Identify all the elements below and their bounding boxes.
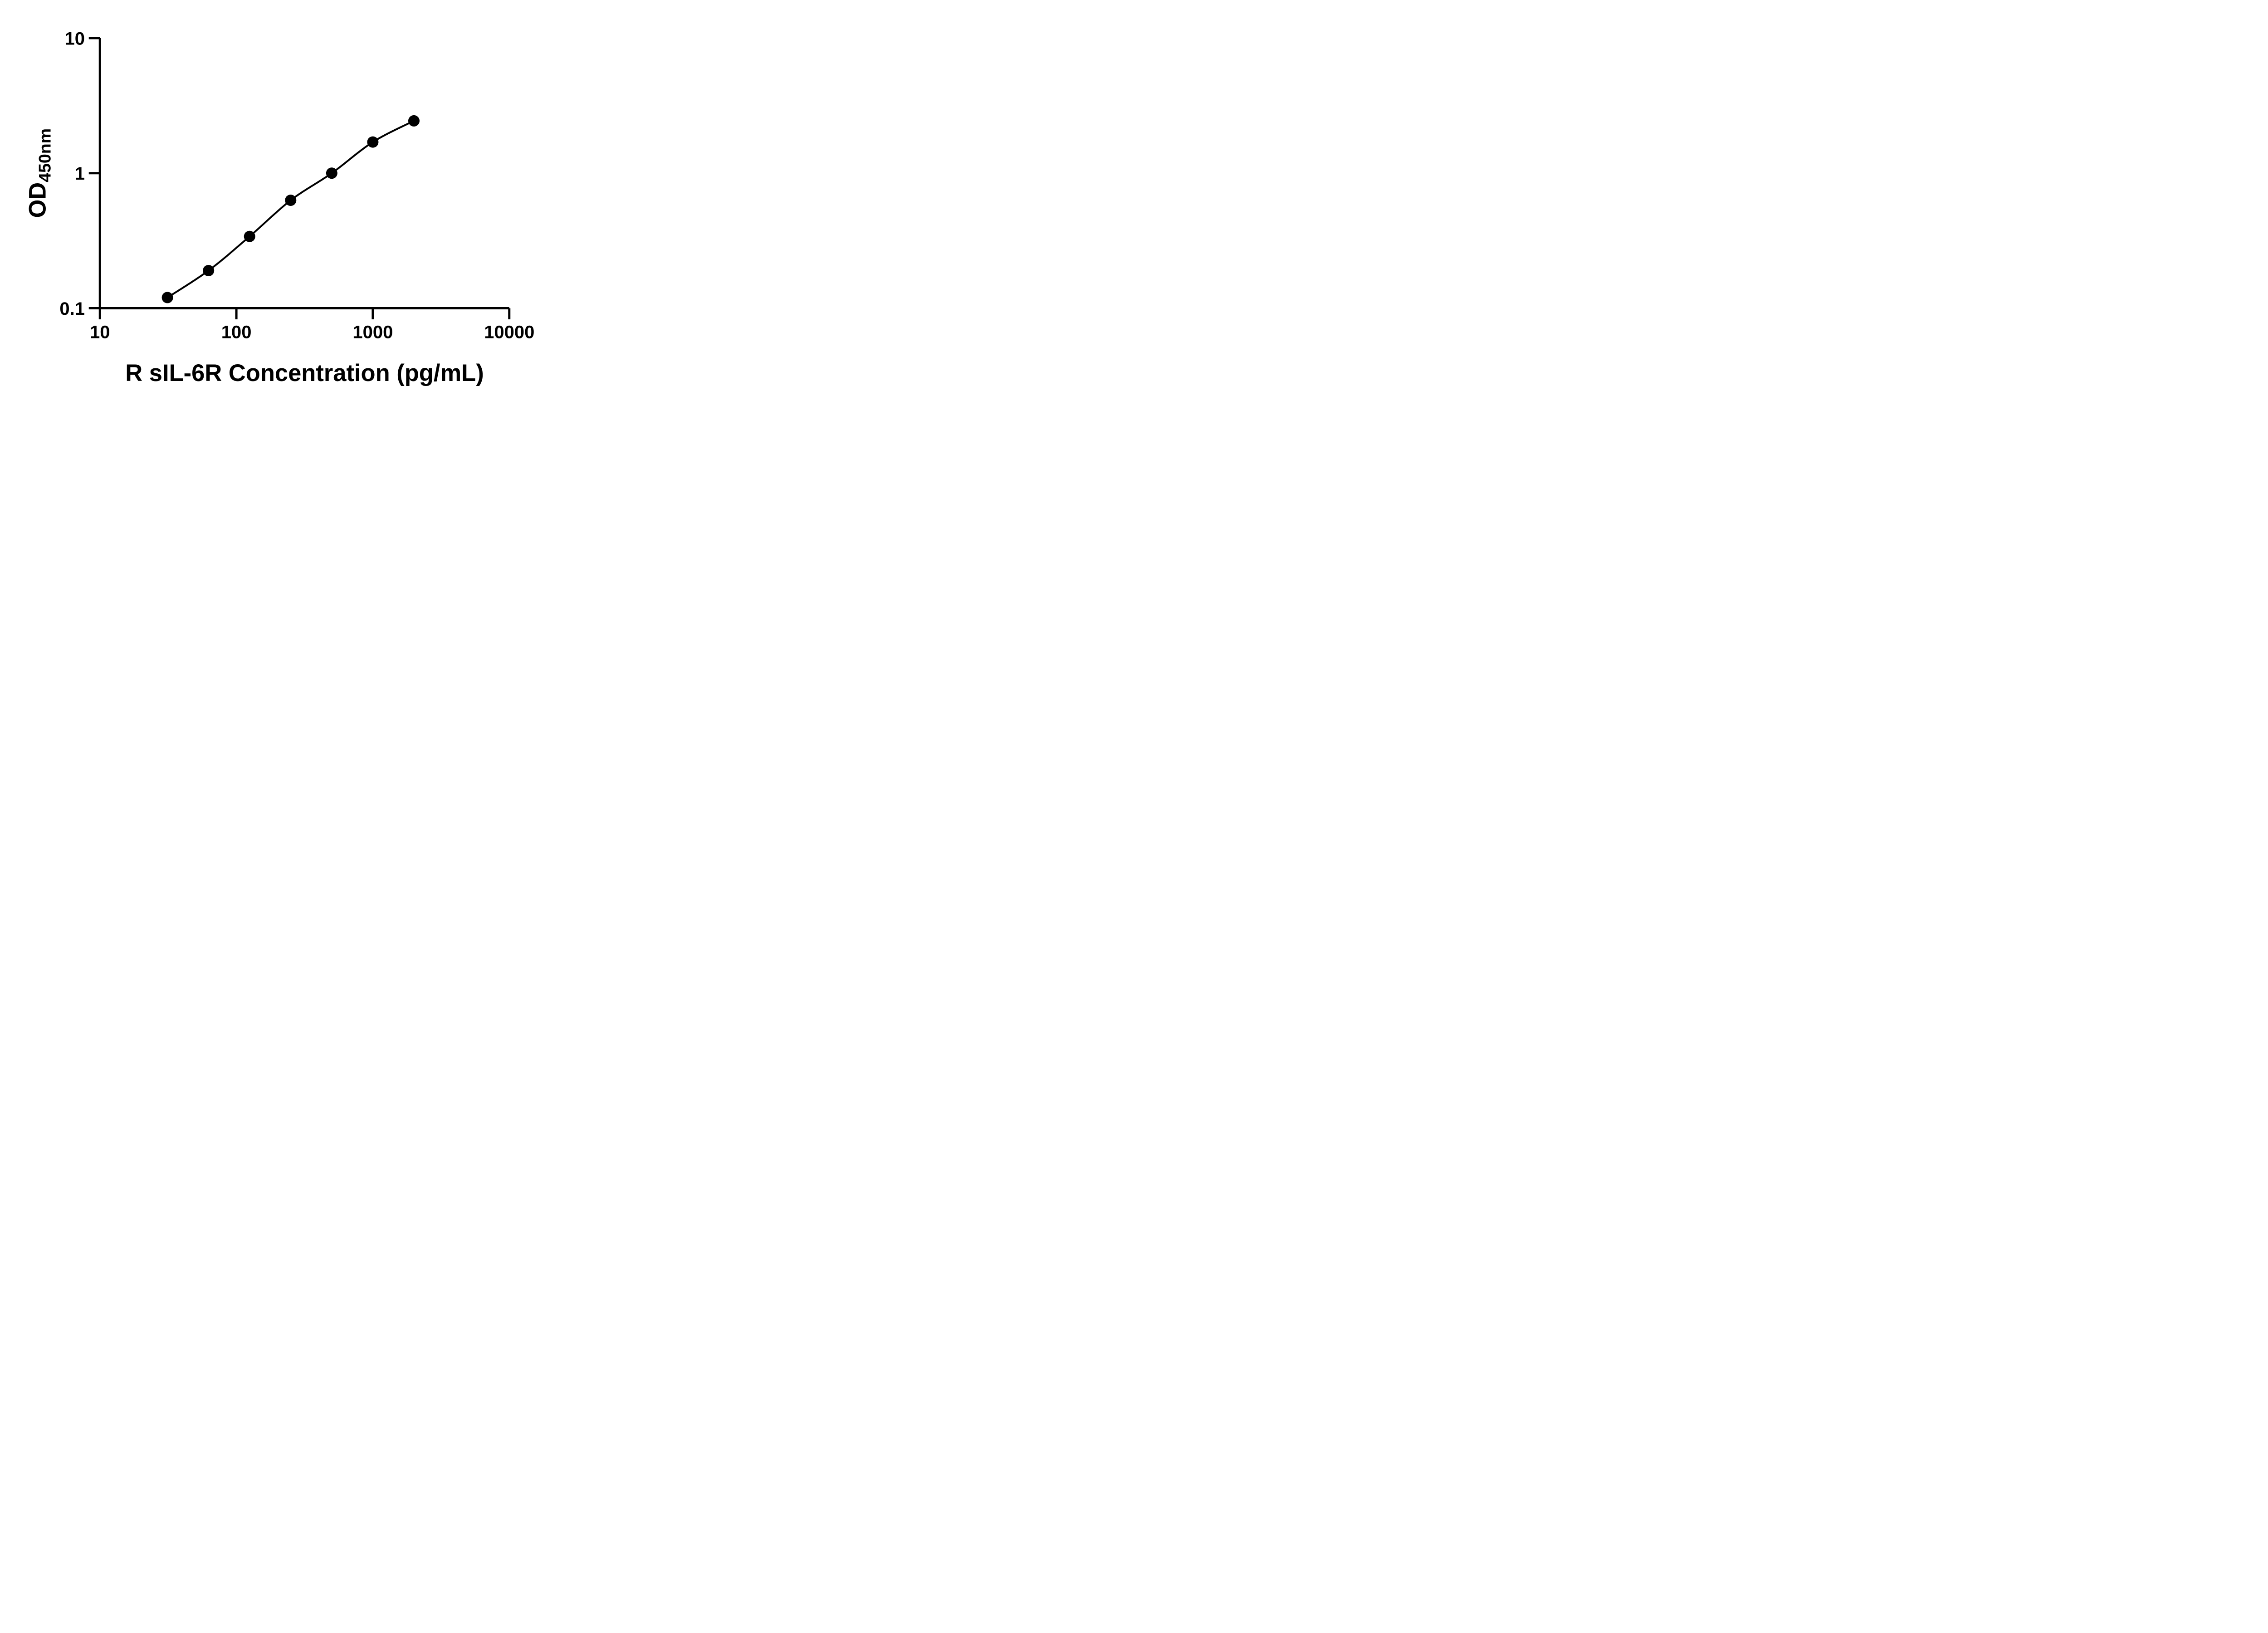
data-point — [326, 167, 337, 179]
data-point — [244, 230, 255, 242]
y-tick-label: 10 — [65, 29, 85, 49]
y-tick-label: 1 — [75, 164, 85, 184]
x-tick-label: 100 — [221, 322, 252, 342]
axis-spine — [98, 38, 509, 309]
y-axis-title-main: OD — [24, 182, 51, 218]
y-tick-label: 0.1 — [59, 299, 85, 319]
x-tick-label: 1000 — [352, 322, 393, 342]
x-tick-label: 10000 — [484, 322, 534, 342]
x-axis-title: R sIL-6R Concentration (pg/mL) — [125, 360, 484, 386]
standard-curve-chart: 10 100 1000 10000 0.1 1 10 R sIL-6R Concentrati… — [24, 29, 534, 386]
data-point — [203, 265, 215, 277]
x-tick-label: 10 — [90, 322, 110, 342]
data-point — [367, 136, 379, 148]
y-axis-title: OD450nm — [24, 128, 54, 218]
data-point — [285, 194, 297, 206]
data-point — [408, 115, 420, 127]
y-axis-title-subscript: 450nm — [35, 128, 54, 182]
data-point — [161, 292, 173, 303]
standard-curve-figure: 10 100 1000 10000 0.1 1 10 R sIL-6R Concentrati… — [0, 0, 572, 408]
